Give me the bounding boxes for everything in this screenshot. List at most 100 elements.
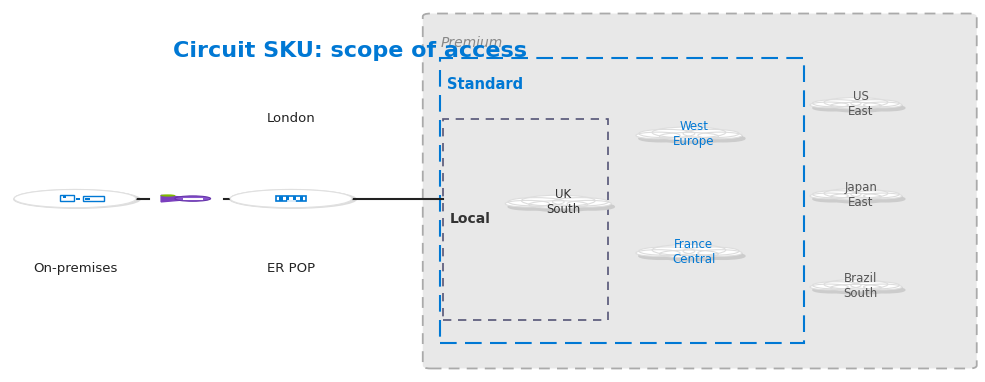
Ellipse shape (642, 250, 697, 258)
Ellipse shape (830, 284, 882, 291)
Ellipse shape (13, 190, 141, 209)
Ellipse shape (14, 189, 136, 208)
Ellipse shape (816, 194, 864, 201)
FancyBboxPatch shape (63, 197, 66, 198)
Ellipse shape (230, 189, 352, 208)
Ellipse shape (851, 191, 899, 198)
Ellipse shape (175, 196, 211, 201)
Ellipse shape (851, 100, 899, 107)
Ellipse shape (867, 105, 905, 111)
Ellipse shape (14, 189, 136, 208)
Ellipse shape (652, 244, 726, 256)
Text: UK
South: UK South (546, 188, 580, 216)
Ellipse shape (511, 201, 567, 209)
Ellipse shape (813, 100, 861, 107)
FancyBboxPatch shape (287, 196, 290, 201)
FancyBboxPatch shape (86, 196, 90, 197)
FancyBboxPatch shape (63, 196, 66, 197)
Ellipse shape (556, 201, 612, 209)
Ellipse shape (524, 198, 598, 209)
Text: Brazil
South: Brazil South (844, 272, 878, 300)
Ellipse shape (833, 287, 885, 294)
Ellipse shape (816, 103, 864, 110)
Ellipse shape (636, 132, 680, 139)
Ellipse shape (660, 250, 718, 258)
Ellipse shape (810, 284, 848, 290)
Ellipse shape (636, 250, 680, 256)
Ellipse shape (833, 105, 885, 112)
FancyBboxPatch shape (76, 196, 80, 197)
Text: France
Central: France Central (672, 238, 715, 265)
Ellipse shape (867, 287, 905, 293)
FancyBboxPatch shape (86, 198, 90, 199)
Ellipse shape (816, 285, 864, 292)
FancyBboxPatch shape (86, 199, 90, 200)
Ellipse shape (824, 189, 887, 198)
Text: Premium: Premium (440, 36, 502, 50)
Text: On-premises: On-premises (33, 262, 117, 275)
Ellipse shape (639, 129, 694, 138)
Ellipse shape (867, 196, 905, 202)
Ellipse shape (686, 133, 742, 141)
Ellipse shape (655, 130, 729, 141)
Polygon shape (162, 195, 200, 202)
Ellipse shape (830, 102, 882, 109)
Ellipse shape (833, 196, 885, 203)
Ellipse shape (854, 285, 902, 292)
Ellipse shape (851, 282, 899, 289)
Text: Japan
East: Japan East (844, 181, 878, 209)
Ellipse shape (683, 247, 739, 255)
Ellipse shape (532, 204, 591, 212)
Ellipse shape (854, 103, 902, 110)
Ellipse shape (553, 197, 609, 206)
Ellipse shape (655, 248, 729, 259)
Ellipse shape (810, 102, 848, 108)
Ellipse shape (639, 247, 694, 255)
Ellipse shape (652, 127, 726, 138)
Ellipse shape (864, 193, 902, 199)
Ellipse shape (505, 201, 550, 207)
Ellipse shape (824, 97, 887, 107)
Text: Standard: Standard (447, 77, 523, 92)
Ellipse shape (660, 133, 718, 140)
FancyBboxPatch shape (76, 198, 80, 199)
Ellipse shape (813, 282, 861, 289)
Ellipse shape (508, 197, 564, 206)
Ellipse shape (639, 253, 683, 259)
Ellipse shape (663, 136, 721, 143)
Ellipse shape (864, 102, 902, 108)
Text: Circuit SKU: scope of access: Circuit SKU: scope of access (173, 41, 527, 61)
Ellipse shape (827, 192, 890, 201)
Ellipse shape (854, 194, 902, 201)
Ellipse shape (570, 204, 615, 210)
Ellipse shape (813, 287, 851, 293)
FancyBboxPatch shape (288, 200, 295, 201)
Ellipse shape (864, 284, 902, 290)
FancyBboxPatch shape (280, 196, 283, 201)
FancyBboxPatch shape (293, 196, 296, 201)
Ellipse shape (700, 253, 745, 259)
Ellipse shape (810, 193, 848, 199)
Ellipse shape (830, 193, 882, 200)
Ellipse shape (230, 189, 352, 208)
FancyBboxPatch shape (299, 196, 302, 201)
Ellipse shape (639, 135, 683, 142)
Ellipse shape (824, 280, 887, 289)
Ellipse shape (230, 190, 357, 209)
Ellipse shape (567, 201, 612, 207)
Ellipse shape (697, 132, 742, 139)
Ellipse shape (161, 194, 175, 197)
Text: London: London (267, 112, 315, 125)
Ellipse shape (683, 129, 739, 138)
Text: ER POP: ER POP (267, 262, 315, 275)
Ellipse shape (521, 195, 595, 206)
Ellipse shape (663, 253, 721, 261)
Ellipse shape (813, 191, 861, 198)
Ellipse shape (508, 204, 553, 210)
FancyBboxPatch shape (76, 199, 80, 200)
Ellipse shape (686, 250, 742, 258)
Ellipse shape (813, 196, 851, 202)
Ellipse shape (529, 201, 588, 209)
Text: US
East: US East (848, 90, 874, 118)
Ellipse shape (697, 250, 742, 256)
